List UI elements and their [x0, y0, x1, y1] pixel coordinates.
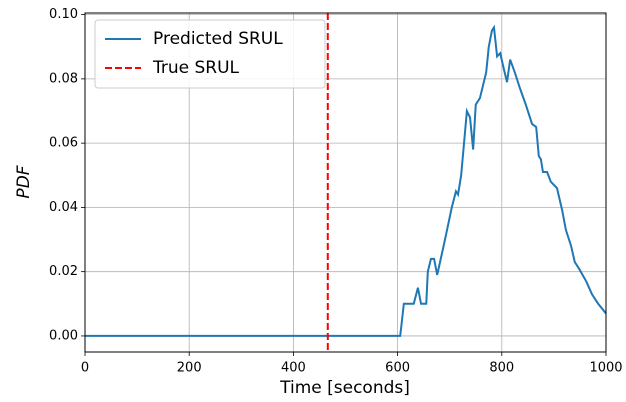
y-axis-label: PDF: [14, 165, 34, 198]
x-axis-label: Time [seconds]: [279, 378, 410, 398]
x-tick-label: 1000: [589, 361, 622, 376]
legend-label: True SRUL: [152, 58, 240, 78]
y-tick-label: 0.02: [49, 264, 78, 279]
y-tick-label: 0.10: [49, 7, 78, 22]
x-tick-label: 400: [281, 361, 306, 376]
plot-frame: [84, 12, 607, 353]
y-tick-label: 0.04: [49, 200, 78, 215]
x-tick-label: 200: [177, 361, 202, 376]
x-tick-label: 600: [385, 361, 410, 376]
line: [85, 24, 607, 337]
legend-box: [94, 19, 326, 89]
x-tick-label: 0: [81, 361, 89, 376]
y-tick-label: 0.00: [49, 328, 78, 343]
y-tick-label: 0.08: [49, 71, 78, 86]
x-tick-label: 800: [489, 361, 514, 376]
legend-label: Predicted SRUL: [153, 29, 283, 49]
y-tick-label: 0.06: [49, 136, 78, 151]
